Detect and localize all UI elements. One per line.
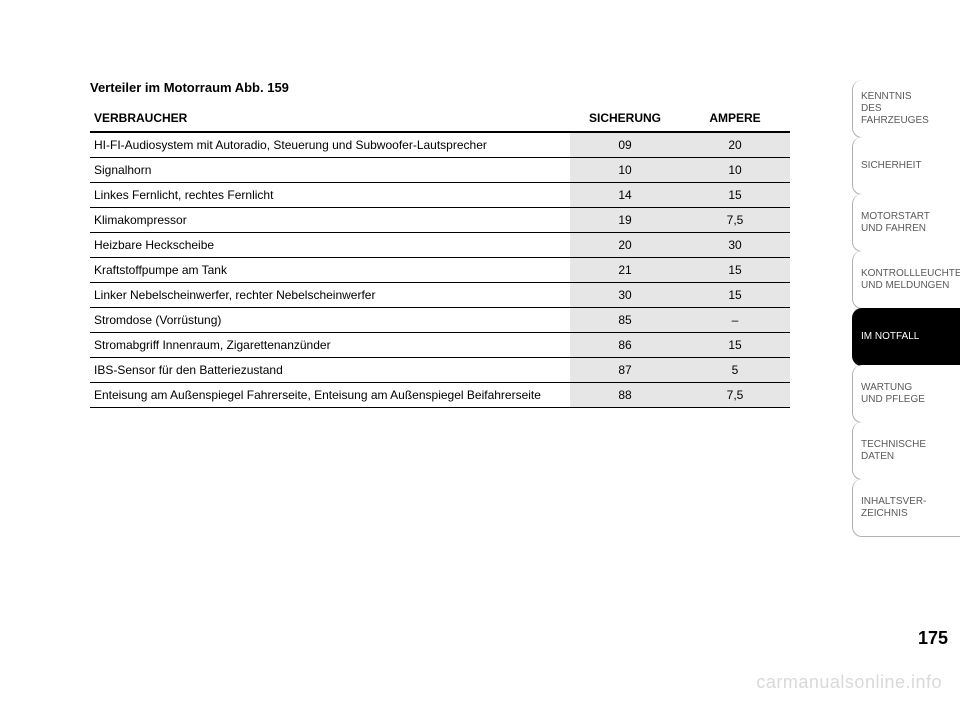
table-row: Heizbare Heckscheibe2030 — [90, 233, 790, 258]
cell-ampere: 7,5 — [680, 383, 790, 408]
cell-verbraucher: IBS-Sensor für den Batteriezustand — [90, 358, 570, 383]
table-row: Enteisung am Außenspiegel Fahrerseite, E… — [90, 383, 790, 408]
col-header-sicherung: SICHERUNG — [570, 105, 680, 132]
cell-sicherung: 88 — [570, 383, 680, 408]
sidebar-tab-label-line: IM NOTFALL — [861, 331, 952, 343]
cell-ampere: 15 — [680, 183, 790, 208]
cell-ampere: 20 — [680, 132, 790, 158]
table-row: Linkes Fernlicht, rechtes Fernlicht1415 — [90, 183, 790, 208]
sidebar-tab[interactable]: MOTORSTARTUND FAHREN — [852, 194, 960, 252]
section-title: Verteiler im Motorraum Abb. 159 — [90, 80, 790, 95]
cell-sicherung: 30 — [570, 283, 680, 308]
cell-ampere: 15 — [680, 333, 790, 358]
cell-verbraucher: Heizbare Heckscheibe — [90, 233, 570, 258]
watermark: carmanualsonline.info — [756, 672, 942, 693]
sidebar-tab-label-line: UND MELDUNGEN — [861, 280, 952, 292]
cell-sicherung: 21 — [570, 258, 680, 283]
page: Verteiler im Motorraum Abb. 159 VERBRAUC… — [0, 0, 960, 709]
page-number: 175 — [918, 628, 948, 649]
sidebar-tab[interactable]: SICHERHEIT — [852, 137, 960, 195]
cell-verbraucher: Linkes Fernlicht, rechtes Fernlicht — [90, 183, 570, 208]
sidebar-tab-label-line: MOTORSTART — [861, 211, 952, 223]
cell-sicherung: 85 — [570, 308, 680, 333]
cell-verbraucher: Linker Nebelscheinwerfer, rechter Nebels… — [90, 283, 570, 308]
cell-ampere: 10 — [680, 158, 790, 183]
sidebar-tab[interactable]: IM NOTFALL — [852, 308, 960, 366]
cell-sicherung: 09 — [570, 132, 680, 158]
sidebar-tab-label-line: SICHERHEIT — [861, 160, 952, 172]
sidebar-tab-label-line: KENNTNIS — [861, 91, 952, 103]
cell-verbraucher: HI-FI-Audiosystem mit Autoradio, Steueru… — [90, 132, 570, 158]
cell-sicherung: 14 — [570, 183, 680, 208]
sidebar-tab-label-line: TECHNISCHE — [861, 439, 952, 451]
cell-verbraucher: Kraftstoffpumpe am Tank — [90, 258, 570, 283]
sidebar-tab[interactable]: KONTROLLLEUCHTENUND MELDUNGEN — [852, 251, 960, 309]
table-row: Stromabgriff Innenraum, Zigarettenanzünd… — [90, 333, 790, 358]
sidebar-tab-label-line: DES FAHRZEUGES — [861, 103, 952, 127]
sidebar-tab-label-line: UND PFLEGE — [861, 394, 952, 406]
sidebar-tab-label-line: WARTUNG — [861, 382, 952, 394]
table-row: Stromdose (Vorrüstung)85– — [90, 308, 790, 333]
sidebar-tab-label-line: DATEN — [861, 451, 952, 463]
cell-ampere: – — [680, 308, 790, 333]
col-header-verbraucher: VERBRAUCHER — [90, 105, 570, 132]
col-header-ampere: AMPERE — [680, 105, 790, 132]
sidebar-tab-label-line: ZEICHNIS — [861, 508, 952, 520]
cell-ampere: 30 — [680, 233, 790, 258]
cell-sicherung: 19 — [570, 208, 680, 233]
cell-ampere: 7,5 — [680, 208, 790, 233]
table-row: HI-FI-Audiosystem mit Autoradio, Steueru… — [90, 132, 790, 158]
sidebar-tab[interactable]: WARTUNGUND PFLEGE — [852, 365, 960, 423]
content-area: Verteiler im Motorraum Abb. 159 VERBRAUC… — [90, 80, 790, 408]
cell-sicherung: 10 — [570, 158, 680, 183]
cell-verbraucher: Enteisung am Außenspiegel Fahrerseite, E… — [90, 383, 570, 408]
sidebar-tabs: KENNTNISDES FAHRZEUGES SICHERHEIT MOTORSTA… — [852, 80, 960, 536]
table-row: Klimakompressor197,5 — [90, 208, 790, 233]
cell-ampere: 15 — [680, 283, 790, 308]
fuse-table: VERBRAUCHER SICHERUNG AMPERE HI-FI-Audio… — [90, 105, 790, 408]
sidebar-tab-label-line: UND FAHREN — [861, 223, 952, 235]
table-row: Kraftstoffpumpe am Tank2115 — [90, 258, 790, 283]
sidebar-tab-label-line: KONTROLLLEUCHTEN — [861, 268, 952, 280]
cell-sicherung: 20 — [570, 233, 680, 258]
sidebar-tab[interactable]: INHALTSVER-ZEICHNIS — [852, 479, 960, 537]
cell-verbraucher: Stromdose (Vorrüstung) — [90, 308, 570, 333]
cell-sicherung: 87 — [570, 358, 680, 383]
cell-sicherung: 86 — [570, 333, 680, 358]
cell-verbraucher: Klimakompressor — [90, 208, 570, 233]
cell-ampere: 5 — [680, 358, 790, 383]
sidebar-tab-label-line: INHALTSVER- — [861, 496, 952, 508]
table-row: Linker Nebelscheinwerfer, rechter Nebels… — [90, 283, 790, 308]
table-header-row: VERBRAUCHER SICHERUNG AMPERE — [90, 105, 790, 132]
table-row: IBS-Sensor für den Batteriezustand875 — [90, 358, 790, 383]
sidebar-tab[interactable]: TECHNISCHEDATEN — [852, 422, 960, 480]
cell-verbraucher: Signalhorn — [90, 158, 570, 183]
cell-ampere: 15 — [680, 258, 790, 283]
table-row: Signalhorn1010 — [90, 158, 790, 183]
cell-verbraucher: Stromabgriff Innenraum, Zigarettenanzünd… — [90, 333, 570, 358]
sidebar-tab[interactable]: KENNTNISDES FAHRZEUGES — [852, 80, 960, 138]
